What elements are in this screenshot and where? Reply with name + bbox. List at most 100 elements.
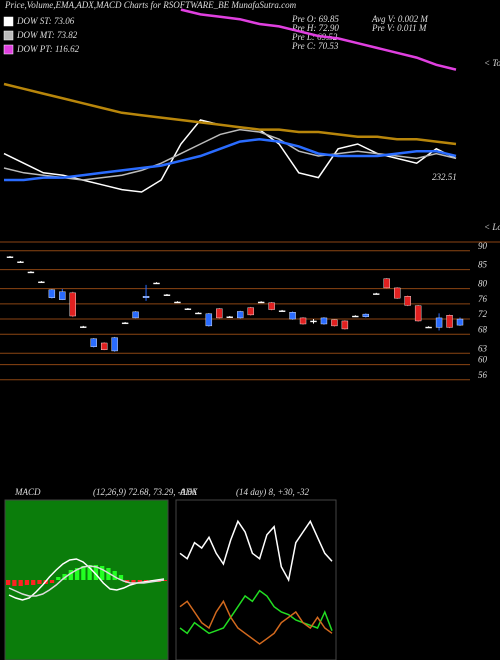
histogram-bar bbox=[24, 580, 30, 585]
candle-body bbox=[362, 313, 370, 317]
info-text: Pre V: 0.011 M bbox=[371, 23, 427, 33]
candle-body bbox=[289, 312, 296, 320]
legend-swatch bbox=[3, 44, 14, 55]
legend-swatch bbox=[3, 30, 14, 41]
candle-body bbox=[38, 281, 45, 284]
y-tick-label: 56 bbox=[478, 370, 488, 380]
candle-body bbox=[425, 326, 432, 329]
info-text: Pre H: 72.90 bbox=[291, 23, 339, 33]
candle-body bbox=[184, 308, 192, 310]
candle-body bbox=[132, 311, 139, 319]
candle-body bbox=[310, 320, 317, 323]
legend-label: DOW PT: 116.62 bbox=[16, 44, 80, 54]
candle-body bbox=[90, 338, 97, 347]
candle-body bbox=[27, 271, 35, 274]
histogram-bar bbox=[74, 568, 80, 580]
histogram-bar bbox=[118, 575, 124, 580]
candle-body bbox=[373, 293, 380, 295]
candle-body bbox=[205, 313, 213, 327]
candle-body bbox=[247, 307, 254, 316]
y-tick-label: 72 bbox=[478, 309, 488, 319]
histogram-bar bbox=[87, 565, 92, 580]
histogram-bar bbox=[12, 580, 17, 586]
candle-body bbox=[268, 302, 275, 310]
panel-title: MACD bbox=[14, 487, 41, 497]
histogram-bar bbox=[100, 566, 105, 580]
histogram-bar bbox=[106, 568, 111, 580]
candle-body bbox=[320, 317, 328, 325]
annotation: < Lows bbox=[484, 222, 500, 232]
panel-background bbox=[175, 499, 337, 660]
candle-body bbox=[341, 320, 349, 330]
candle-body bbox=[456, 318, 464, 326]
line bbox=[179, 519, 333, 583]
candle-body bbox=[163, 294, 171, 296]
legend-label: DOW MT: 73.82 bbox=[16, 30, 78, 40]
candle-body bbox=[237, 311, 244, 319]
y-tick-label: 60 bbox=[478, 355, 488, 365]
candle-body bbox=[446, 315, 453, 328]
annotation: 232.51 bbox=[432, 172, 457, 182]
histogram-bar bbox=[93, 565, 99, 580]
panel-subtitle: (12,26,9) 72.68, 73.29, -0.66 bbox=[93, 487, 197, 497]
y-tick-label: 68 bbox=[478, 324, 488, 334]
histogram-bar bbox=[68, 570, 73, 580]
candle-body bbox=[142, 296, 150, 298]
candle-body bbox=[80, 326, 87, 328]
panel-title: ADX bbox=[179, 487, 198, 497]
line bbox=[3, 82, 457, 146]
line bbox=[3, 128, 457, 181]
line bbox=[4, 137, 457, 182]
candle-body bbox=[278, 310, 286, 312]
histogram-bar bbox=[112, 571, 117, 580]
candle-body bbox=[331, 319, 338, 327]
candle-body bbox=[414, 305, 422, 322]
y-tick-label: 85 bbox=[478, 260, 488, 270]
candle-body bbox=[153, 282, 160, 285]
candle-body bbox=[394, 287, 401, 299]
histogram-bar bbox=[56, 577, 61, 580]
candle-body bbox=[121, 322, 129, 325]
info-text: Avg V: 0.002 M bbox=[371, 14, 428, 24]
histogram-bar bbox=[31, 580, 36, 585]
histogram-bar bbox=[6, 580, 11, 585]
y-tick-label: 80 bbox=[478, 279, 488, 289]
histogram-bar bbox=[131, 580, 136, 584]
histogram-bar bbox=[137, 580, 142, 583]
candle-body bbox=[299, 317, 307, 325]
y-tick-label: 63 bbox=[478, 343, 488, 353]
candle-body bbox=[383, 278, 390, 289]
panel-subtitle: (14 day) 8, +30, -32 bbox=[236, 487, 310, 497]
line bbox=[179, 599, 333, 645]
candle-body bbox=[100, 342, 108, 351]
info-text: Pre C: 70.53 bbox=[291, 41, 339, 51]
candle-body bbox=[17, 261, 24, 263]
line bbox=[8, 565, 165, 597]
legend-swatch bbox=[3, 16, 14, 27]
histogram-bar bbox=[81, 566, 86, 580]
line bbox=[179, 589, 333, 635]
histogram-bar bbox=[49, 580, 55, 583]
candle-body bbox=[257, 301, 265, 304]
candle-body bbox=[435, 317, 443, 328]
candle-body bbox=[352, 315, 359, 318]
annotation: < Tops bbox=[484, 58, 500, 68]
y-tick-label: 90 bbox=[478, 241, 488, 251]
candle-body bbox=[226, 316, 233, 318]
legend-label: DOW ST: 73.06 bbox=[16, 16, 75, 26]
panel-background bbox=[4, 499, 169, 660]
candle-body bbox=[69, 292, 76, 317]
candle-body bbox=[111, 337, 118, 352]
candle-body bbox=[48, 289, 56, 298]
candle-body bbox=[59, 291, 66, 300]
candle-body bbox=[216, 308, 223, 319]
candle-body bbox=[6, 256, 14, 258]
info-text: Pre L: 69.52 bbox=[291, 32, 338, 42]
candle-body bbox=[404, 296, 411, 306]
y-tick-label: 76 bbox=[478, 294, 488, 304]
line bbox=[180, 8, 457, 71]
chart-title: Price,Volume,EMA,ADX,MACD Charts for RSO… bbox=[4, 0, 297, 10]
histogram-bar bbox=[37, 580, 42, 584]
candle-body bbox=[195, 312, 202, 315]
